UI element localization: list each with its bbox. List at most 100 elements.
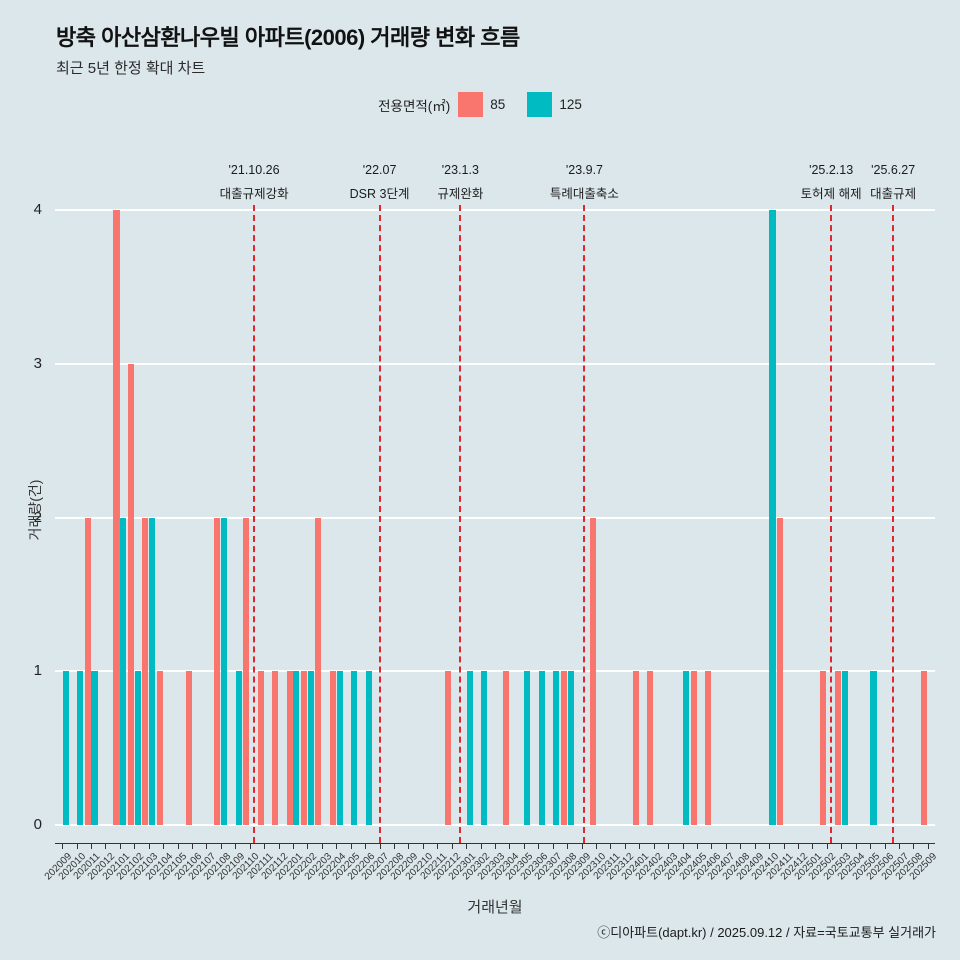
x-tick-mark [206,844,208,849]
bar-85-202112 [272,671,279,825]
x-tick-mark [884,844,886,849]
bar-85-202104 [156,671,163,825]
bar-85-202401 [632,671,639,825]
x-tick-mark [595,844,597,849]
bar-85-202102 [127,363,134,825]
x-tick-mark [235,844,237,849]
x-tick-mark [480,844,482,849]
bar-125-202201 [293,671,300,825]
event-line [583,205,586,843]
bar-125-202505 [870,671,877,825]
x-tick-mark [350,844,352,849]
bar-125-202410 [769,210,776,825]
legend-swatch-125 [527,92,553,117]
bar-125-202010 [77,671,84,825]
x-tick-mark [769,844,771,849]
event-label: 대출규제 [870,187,917,201]
event-date: '22.07 [362,163,397,177]
bar-85-202111 [257,671,264,825]
bar-85-202101 [113,210,120,825]
event-line [892,205,895,843]
grid-line [55,516,935,519]
x-tick-mark [509,844,511,849]
bar-125-202307 [553,671,560,825]
x-tick-mark [538,844,540,849]
event-line [253,205,256,843]
x-tick-mark [451,844,453,849]
x-tick-mark [134,844,136,849]
x-tick-mark [898,844,900,849]
bar-85-202011 [84,517,91,825]
bar-85-202502 [820,671,827,825]
x-tick-mark [567,844,569,849]
bar-85-202203 [315,517,322,825]
event-date: '23.1.3 [441,163,479,177]
x-tick-mark [783,844,785,849]
x-tick-mark [293,844,295,849]
bar-125-202305 [524,671,531,825]
x-tick-mark [826,844,828,849]
x-tick-mark [105,844,107,849]
x-tick-mark [812,844,814,849]
x-tick-mark [422,844,424,849]
x-tick-mark [177,844,179,849]
bar-125-202205 [351,671,358,825]
bar-125-202103 [149,517,156,825]
x-tick-mark [855,844,857,849]
x-tick-mark [495,844,496,849]
x-tick-mark [119,844,121,849]
event-line [459,205,462,843]
event-label: DSR 3단계 [349,187,410,201]
legend-item-125-label: 125 [559,97,582,112]
bar-85-202202 [301,671,308,825]
event-label: 규제완화 [437,187,484,201]
x-tick-mark [870,844,872,849]
legend-title: 전용면적(㎡) [378,98,451,114]
x-tick-mark [754,844,756,849]
bar-125-202302 [480,671,488,825]
bar-125-202503 [841,671,848,825]
bar-85-202106 [185,671,192,825]
x-tick-mark [408,844,410,849]
bar-125-202308 [567,671,574,825]
bar-125-202009 [62,671,69,825]
event-date: '25.6.27 [871,163,916,177]
x-tick-mark [321,844,323,849]
event-line [830,205,833,843]
y-tick-label: 1 [33,662,42,680]
grid-line [55,362,935,365]
bar-125-202206 [365,671,372,825]
bar-125-202306 [538,671,545,825]
x-tick-mark [682,844,684,849]
event-label: 특례대출축소 [549,187,619,201]
bar-125-202108 [221,517,228,825]
x-tick-mark [913,844,915,849]
footer-credit: ⓒ디아파트(dapt.kr) / 2025.09.12 / 자료=국토교통부 실… [597,925,936,940]
bar-125-202204 [336,671,343,825]
bar-85-202411 [777,517,784,825]
bar-85-202212 [445,671,452,825]
bar-85-202108 [214,517,221,825]
x-tick-mark [394,844,396,849]
x-tick-mark [336,844,338,849]
legend: 전용면적(㎡) 85 125 [0,92,960,117]
x-tick-mark [437,844,439,849]
event-label: 대출규제강화 [219,187,289,201]
x-tick-mark [278,844,280,849]
x-tick-mark [76,844,78,849]
x-tick-mark [725,844,727,849]
event-date: '23.9.7 [565,163,603,177]
bar-85-202503 [834,671,841,825]
x-tick-mark [639,844,641,849]
y-tick-label: 3 [33,354,42,372]
grid-line [55,670,935,673]
bar-85-202509 [921,671,928,825]
x-tick-mark [379,844,381,849]
x-tick-mark [581,844,583,849]
legend-swatch-85 [458,92,484,117]
x-tick-mark [249,844,251,849]
event-date: '21.10.26 [228,163,280,177]
grid-line [55,209,935,211]
x-tick-mark [696,844,698,849]
